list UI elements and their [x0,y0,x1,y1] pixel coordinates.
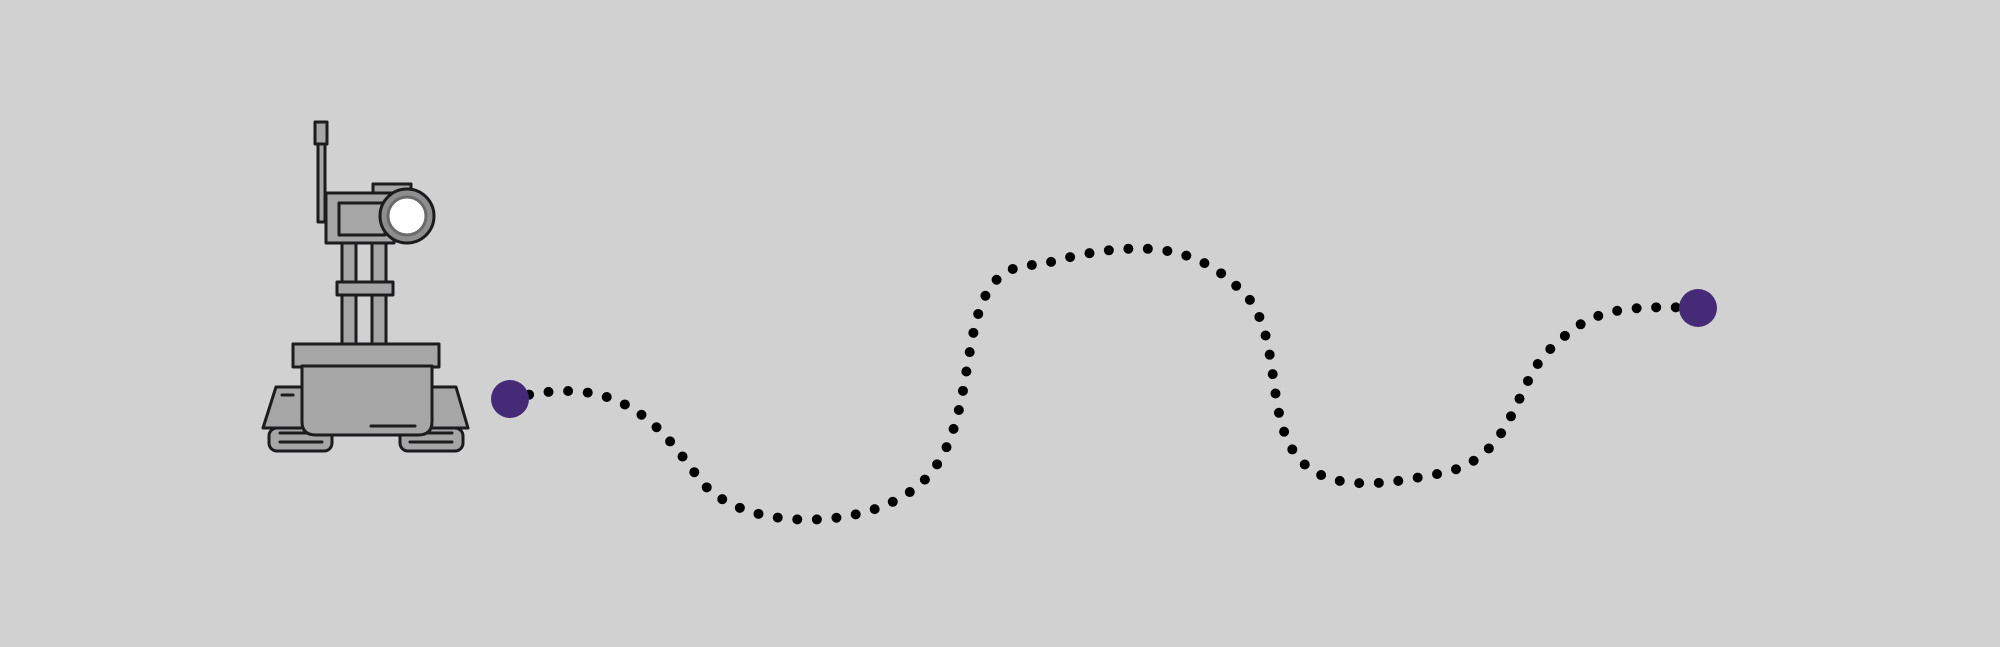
start-point [491,380,529,418]
tracked-camera-robot-icon [261,120,470,453]
camera-screen [337,201,387,237]
column-left-upper [340,241,358,285]
column-collar [335,280,395,297]
end-point [1679,289,1717,327]
camera-lens [386,195,428,237]
column-left-lower [340,293,358,347]
main-body [300,364,434,437]
dotted-trajectory-path [505,243,1703,525]
column-right-lower [370,293,388,347]
antenna-tip [313,120,329,146]
top-plate [291,342,441,369]
column-right-upper [370,241,388,285]
antenna-mast [316,142,327,224]
